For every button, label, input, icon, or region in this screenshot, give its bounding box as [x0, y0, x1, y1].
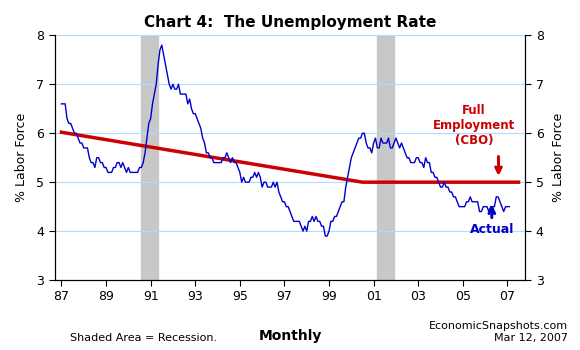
Text: EconomicSnapshots.com
Mar 12, 2007: EconomicSnapshots.com Mar 12, 2007 — [429, 321, 568, 343]
Bar — [378, 35, 394, 280]
Text: Monthly: Monthly — [258, 329, 322, 343]
Text: Actual: Actual — [470, 223, 514, 236]
Bar — [142, 35, 158, 280]
Text: Shaded Area = Recession.: Shaded Area = Recession. — [70, 333, 217, 343]
Title: Chart 4:  The Unemployment Rate: Chart 4: The Unemployment Rate — [144, 15, 436, 30]
Y-axis label: % Labor Force: % Labor Force — [552, 113, 565, 202]
Y-axis label: % Labor Force: % Labor Force — [15, 113, 28, 202]
Text: Full
Employment
(CBO): Full Employment (CBO) — [433, 104, 515, 147]
